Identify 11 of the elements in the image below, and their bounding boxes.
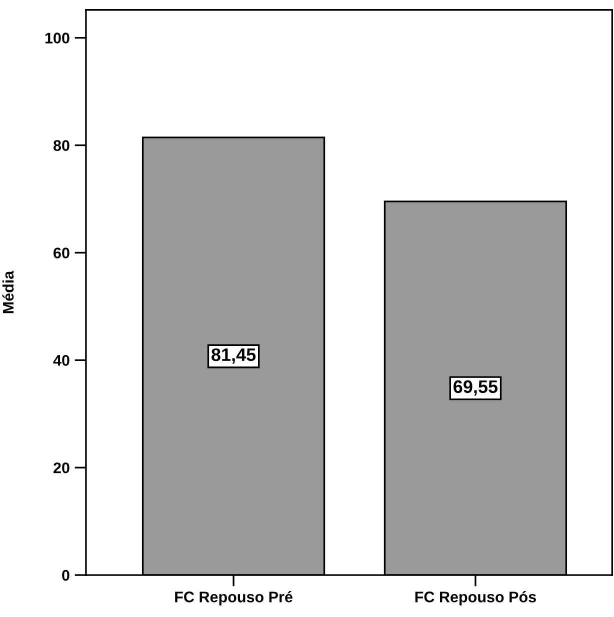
y-tick-label: 80 bbox=[53, 140, 70, 151]
y-tick-label: 100 bbox=[45, 32, 70, 44]
x-tick-label: FC Repouso Pós bbox=[415, 591, 536, 606]
data-label: 69,55 bbox=[454, 380, 498, 396]
y-axis-title: Média bbox=[2, 270, 14, 314]
y-tick-label: 60 bbox=[54, 248, 70, 258]
y-tick-label: 40 bbox=[53, 355, 70, 366]
x-tick-label: FC Repouso Pré bbox=[175, 591, 292, 606]
data-label: 81,45 bbox=[212, 348, 256, 364]
y-tick-label: 0 bbox=[62, 570, 70, 581]
y-tick-label: 20 bbox=[54, 462, 70, 474]
